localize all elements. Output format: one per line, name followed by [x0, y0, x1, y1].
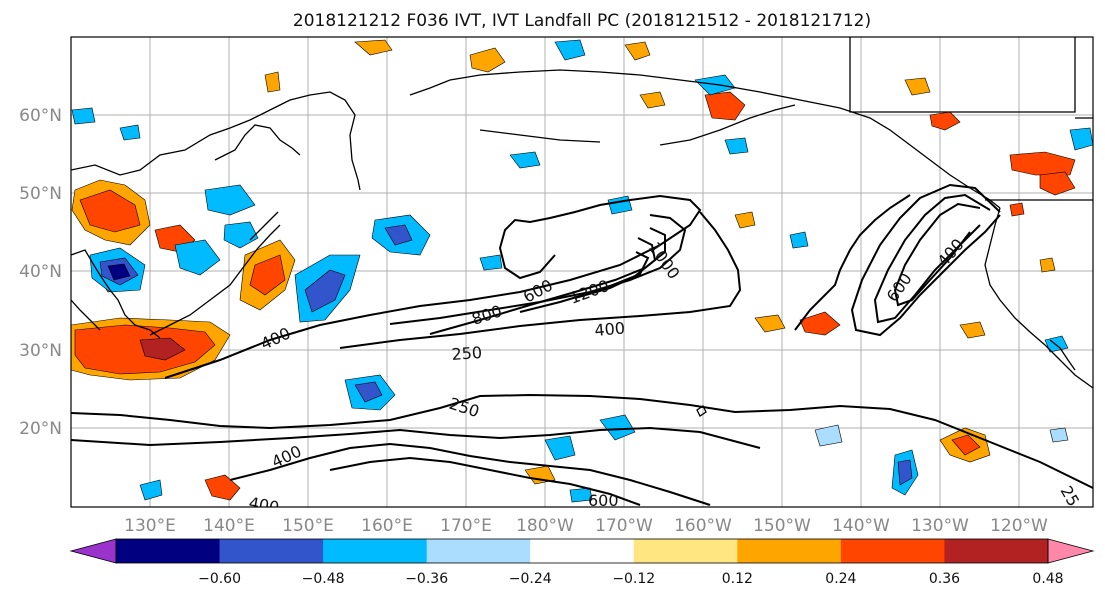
negative-pc-patches [71, 39, 1093, 503]
colorbar-segment [633, 539, 738, 563]
colorbar-outline [115, 538, 1049, 564]
colorbar-tick-label: −0.60 [198, 571, 241, 587]
colorbar-segment [219, 539, 324, 563]
lat-tick-label: 40°N [19, 262, 62, 282]
lon-tick-label: 160°W [674, 516, 732, 536]
lon-tick-label: 180°W [516, 516, 574, 536]
figure-title: 2018121212 F036 IVT, IVT Landfall PC (20… [293, 11, 871, 31]
coastlines [71, 37, 1093, 417]
colorbar-segment [426, 539, 531, 563]
contour-label: 400 [594, 318, 626, 340]
colorbar-segment [737, 539, 842, 563]
colorbar-tick-label: −0.36 [405, 571, 448, 587]
colorbar-tick-label: 0.24 [825, 571, 856, 587]
lon-tick-label: 150°E [282, 516, 334, 536]
colorbar-segment [116, 539, 221, 563]
colorbar-tick-label: 0.48 [1032, 571, 1063, 587]
ivt-contours [71, 183, 1093, 506]
lat-tick-label: 50°N [19, 184, 62, 204]
graticule [71, 37, 1093, 507]
lon-tick-label: 140°E [203, 516, 255, 536]
lon-tick-label: 130°W [911, 516, 969, 536]
lat-tick-label: 30°N [19, 341, 62, 361]
lat-tick-label: 60°N [19, 106, 62, 126]
colorbar-extend-max [1047, 538, 1095, 564]
contour-label: 250 [451, 343, 483, 364]
lon-tick-label: 120°W [990, 516, 1048, 536]
lon-tick-label: 170°E [440, 516, 492, 536]
colorbar-segment [323, 539, 428, 563]
colorbar-segment [944, 539, 1049, 563]
colorbar-ticks: −0.60 −0.48 −0.36 −0.24 −0.12 0.12 0.24 0.36 0.4… [198, 571, 1063, 587]
colorbar-segment [530, 539, 635, 563]
colorbar: −0.60 −0.48 −0.36 −0.24 −0.12 0.12 0.24 0.36 0.4… [69, 538, 1095, 587]
lon-tick-label: 140°W [832, 516, 890, 536]
lon-tick-label: 150°W [753, 516, 811, 536]
colorbar-tick-label: −0.12 [612, 571, 655, 587]
colorbar-extend-min [69, 538, 117, 564]
contour-label: 600 [588, 491, 619, 510]
colorbar-tick-label: 0.12 [722, 571, 753, 587]
lat-tick-label: 20°N [19, 419, 62, 439]
lon-axis: 130°E 140°E 150°E 160°E 170°E 180°W 170°… [124, 516, 1048, 536]
lon-tick-label: 170°W [595, 516, 653, 536]
colorbar-segments [69, 538, 1095, 564]
colorbar-tick-label: 0.36 [929, 571, 960, 587]
colorbar-tick-label: −0.24 [509, 571, 552, 587]
map-panel: 1000 1200 800 600 400 250 400 600 400 25… [71, 37, 1093, 517]
lon-tick-label: 160°E [361, 516, 413, 536]
lat-axis: 60°N 50°N 40°N 30°N 20°N [19, 106, 62, 439]
lon-tick-label: 130°E [124, 516, 176, 536]
colorbar-tick-label: −0.48 [302, 571, 345, 587]
contour-label: 400 [247, 493, 280, 517]
colorbar-segment [840, 539, 945, 563]
map-frame [70, 36, 1094, 508]
